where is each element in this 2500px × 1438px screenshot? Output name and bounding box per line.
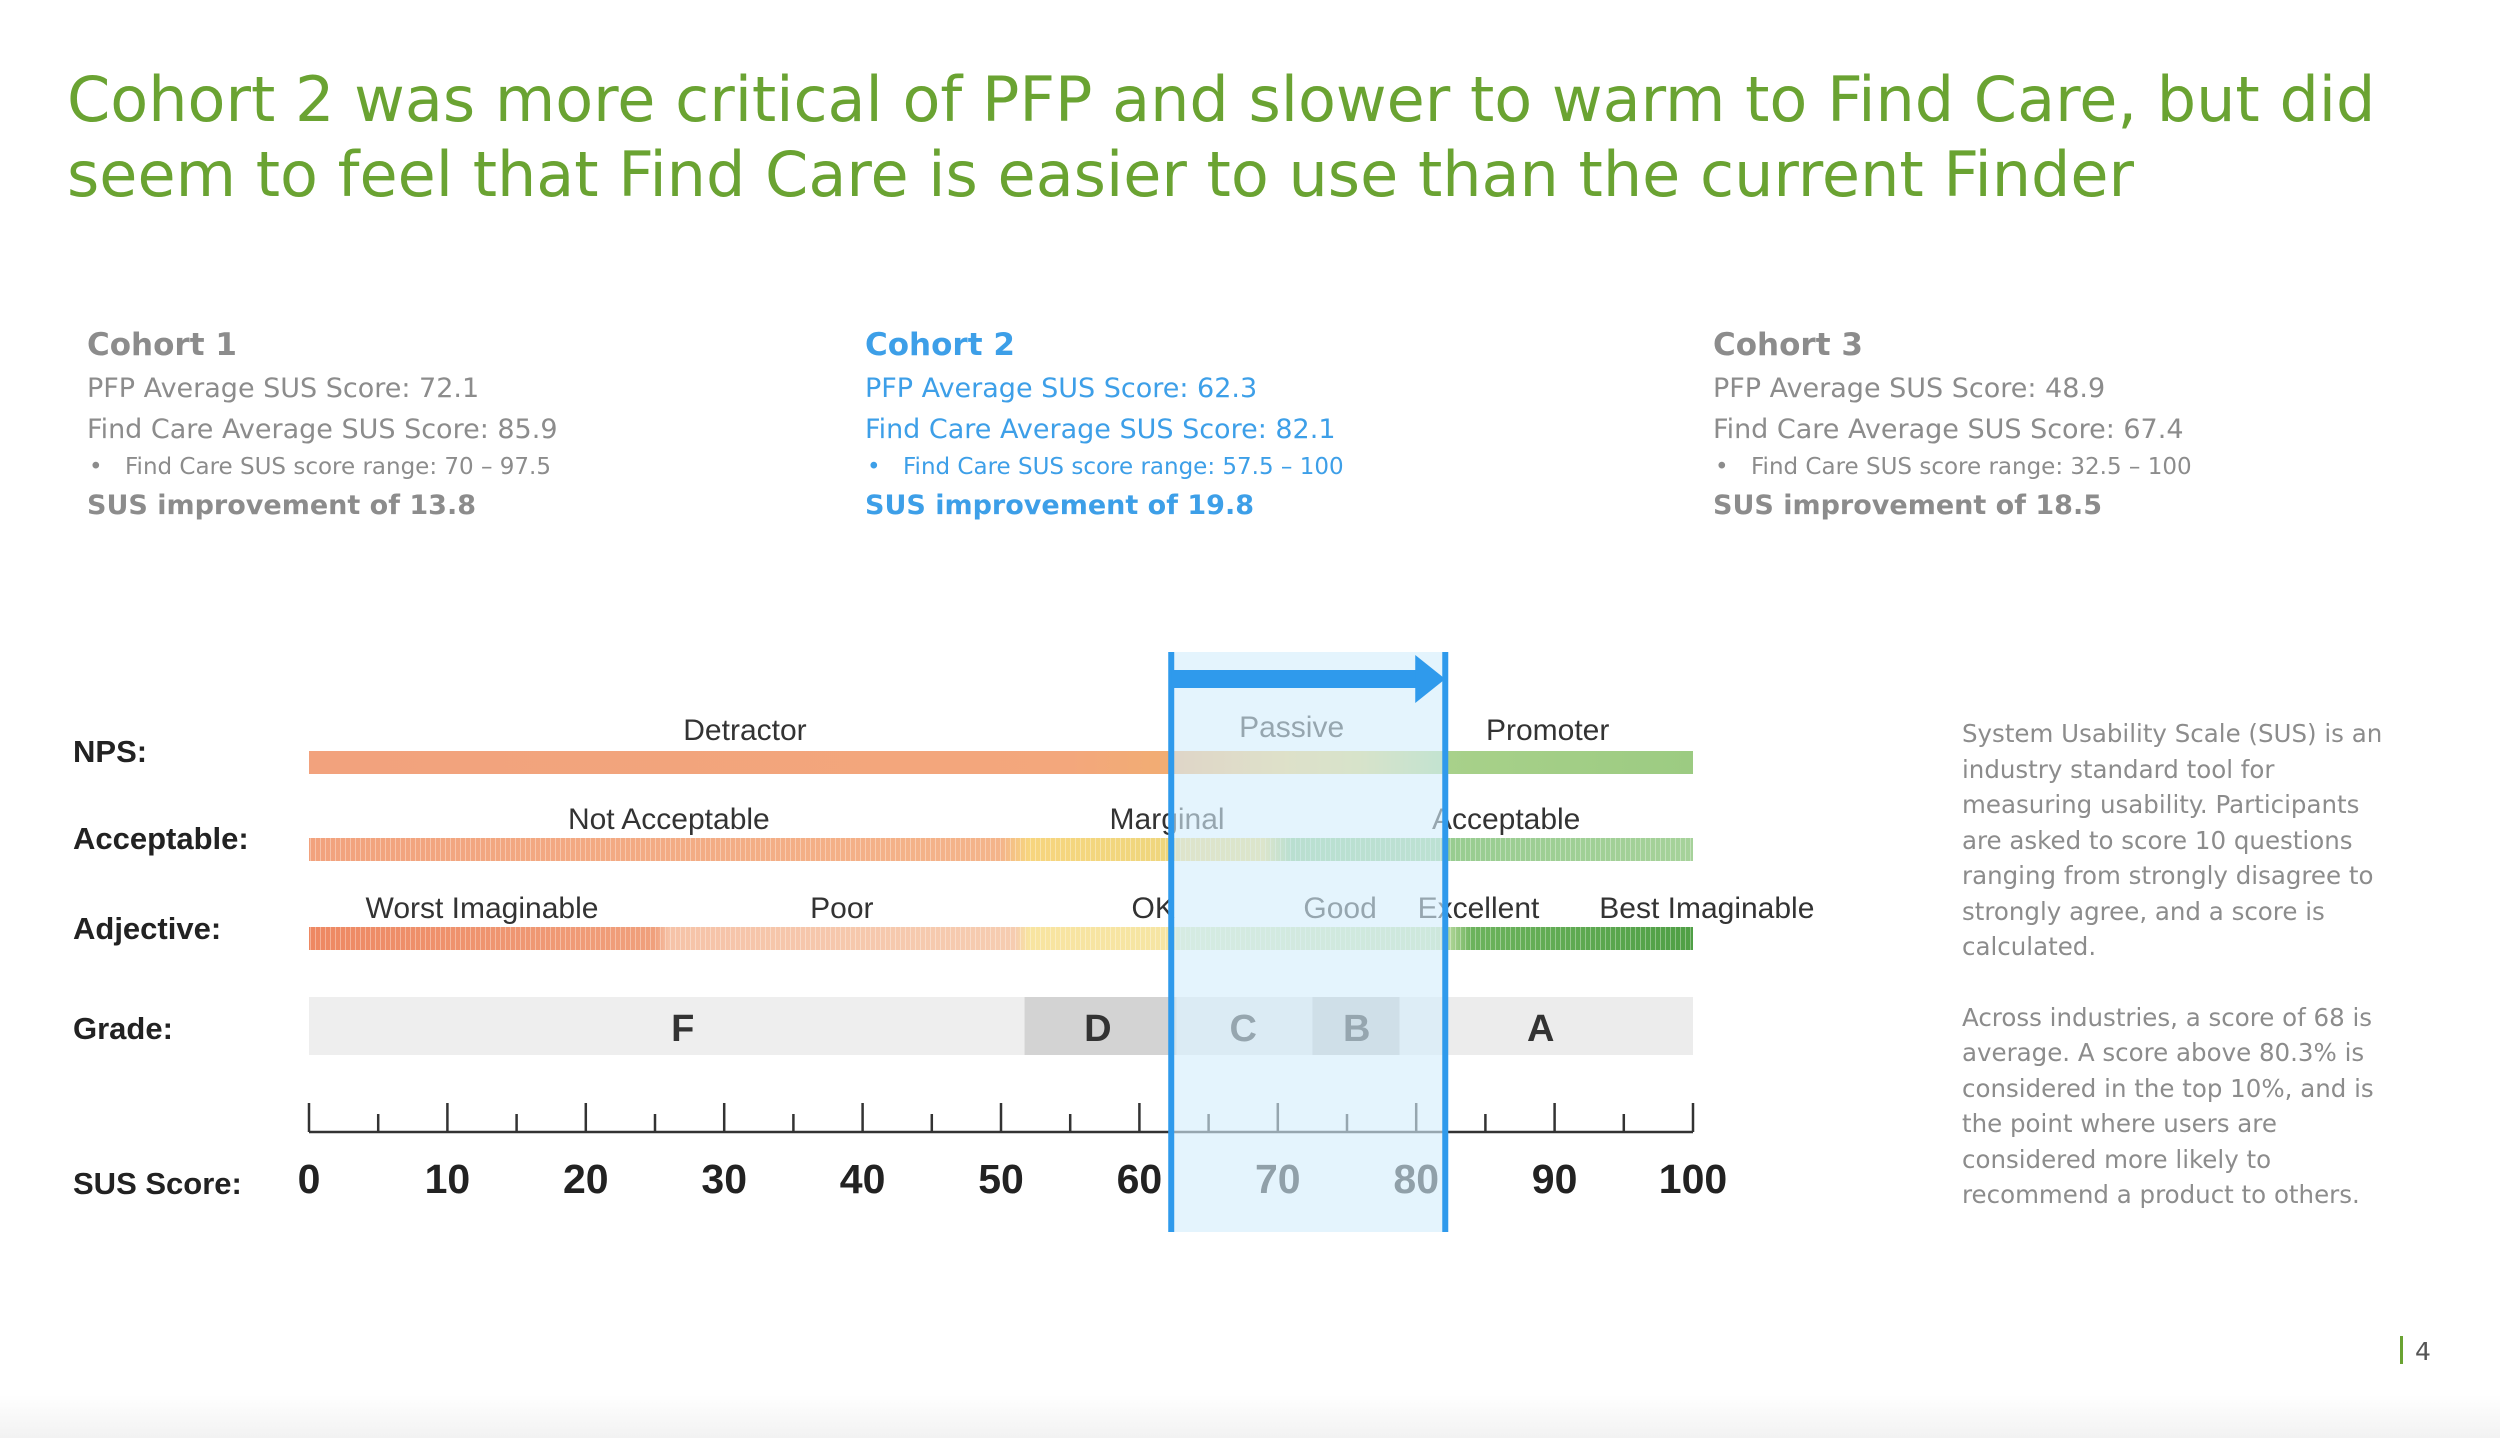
cohort-2-name: Cohort 2: [865, 327, 1015, 363]
highlight-arrow-head-icon: [1415, 655, 1446, 703]
acceptable-label-not-acceptable: Not Acceptable: [568, 803, 770, 836]
cohort-1-improvement: SUS improvement of 13.8: [87, 490, 476, 521]
page-number-text: 4: [2415, 1337, 2431, 1366]
nps-label-promoter: Promoter: [1486, 714, 1609, 747]
cohort-2-range: • Find Care SUS score range: 57.5 – 100: [865, 450, 1565, 485]
cohort-1-range: • Find Care SUS score range: 70 – 97.5: [87, 450, 787, 485]
bullet-icon: •: [1715, 454, 1729, 480]
cohort-1-summary: Cohort 1 PFP Average SUS Score: 72.1 Fin…: [87, 322, 787, 527]
cohort-3-summary: Cohort 3 PFP Average SUS Score: 48.9 Fin…: [1713, 322, 2413, 527]
sus-scale-diagram: NPS: Acceptable: Adjective: Grade: SUS Score…: [73, 652, 1814, 1232]
sus-explanation: System Usability Scale (SUS) is an indus…: [1962, 716, 2392, 1248]
grade-label-f: F: [671, 1008, 694, 1050]
sus-tick-label-40: 40: [840, 1156, 886, 1202]
sus-explanation-p2: Across industries, a score of 68 is aver…: [1962, 1002, 2374, 1210]
cohort-3-range: • Find Care SUS score range: 32.5 – 100: [1713, 450, 2413, 485]
sus-tick-label-50: 50: [978, 1156, 1024, 1202]
bullet-icon: •: [867, 454, 881, 480]
grade-band-f: [309, 997, 1025, 1055]
cohort-2-findcare-score: Find Care Average SUS Score: 82.1: [865, 414, 1336, 445]
adjective-band-texture: [309, 927, 1693, 950]
row-label-adjective: Adjective:: [73, 911, 221, 946]
row-label-acceptable: Acceptable:: [73, 821, 249, 856]
sus-tick-label-90: 90: [1532, 1156, 1578, 1202]
page-number-accent: [2400, 1336, 2403, 1364]
cohort-1-findcare-score: Find Care Average SUS Score: 85.9: [87, 414, 558, 445]
sus-tick-label-20: 20: [563, 1156, 609, 1202]
slide-title: Cohort 2 was more critical of PFP and sl…: [67, 63, 2376, 211]
cohort-1-range-text: Find Care SUS score range: 70 – 97.5: [125, 454, 551, 480]
page-number: 4: [2400, 1336, 2431, 1366]
acceptable-label-acceptable: Acceptable: [1432, 803, 1580, 836]
row-label-sus-score: SUS Score:: [73, 1166, 242, 1201]
adjective-label-poor: Poor: [810, 892, 873, 925]
adjective-label-best-imaginable: Best Imaginable: [1599, 892, 1814, 925]
nps-band: [309, 751, 1693, 774]
cohort-2-range-text: Find Care SUS score range: 57.5 – 100: [903, 454, 1344, 480]
cohort-1-pfp-score: PFP Average SUS Score: 72.1: [87, 373, 480, 404]
cohort-3-improvement: SUS improvement of 18.5: [1713, 490, 2102, 521]
sus-tick-label-100: 100: [1659, 1156, 1727, 1202]
cohort-1-name: Cohort 1: [87, 327, 237, 363]
cohort-3-findcare-score: Find Care Average SUS Score: 67.4: [1713, 414, 2184, 445]
grade-band-a: [1399, 997, 1693, 1055]
row-label-grade: Grade:: [73, 1011, 173, 1046]
grade-band-d: [1024, 997, 1177, 1055]
sus-tick-label-0: 0: [298, 1156, 321, 1202]
highlight-arrow-shaft: [1171, 670, 1418, 688]
footer-shade: [0, 1395, 2500, 1438]
bullet-icon: •: [89, 454, 103, 480]
acceptable-band-texture: [309, 838, 1693, 861]
sus-explanation-p1: System Usability Scale (SUS) is an indus…: [1962, 719, 2383, 961]
adjective-label-worst-imaginable: Worst Imaginable: [366, 892, 599, 925]
sus-tick-label-30: 30: [701, 1156, 747, 1202]
row-label-nps: NPS:: [73, 734, 147, 769]
cohort-3-name: Cohort 3: [1713, 327, 1863, 363]
grade-label-a: A: [1527, 1008, 1554, 1050]
cohort-2-summary: Cohort 2 PFP Average SUS Score: 62.3 Fin…: [865, 322, 1565, 527]
sus-tick-label-60: 60: [1117, 1156, 1163, 1202]
adjective-label-ok: OK: [1132, 892, 1175, 925]
highlight-range-fill: [1171, 652, 1446, 1232]
sus-tick-label-10: 10: [425, 1156, 471, 1202]
cohort-3-pfp-score: PFP Average SUS Score: 48.9: [1713, 373, 2106, 404]
cohort-3-range-text: Find Care SUS score range: 32.5 – 100: [1751, 454, 2192, 480]
grade-label-d: D: [1084, 1008, 1111, 1050]
cohort-2-improvement: SUS improvement of 19.8: [865, 490, 1254, 521]
cohort-2-pfp-score: PFP Average SUS Score: 62.3: [865, 373, 1258, 404]
nps-label-detractor: Detractor: [683, 714, 806, 747]
